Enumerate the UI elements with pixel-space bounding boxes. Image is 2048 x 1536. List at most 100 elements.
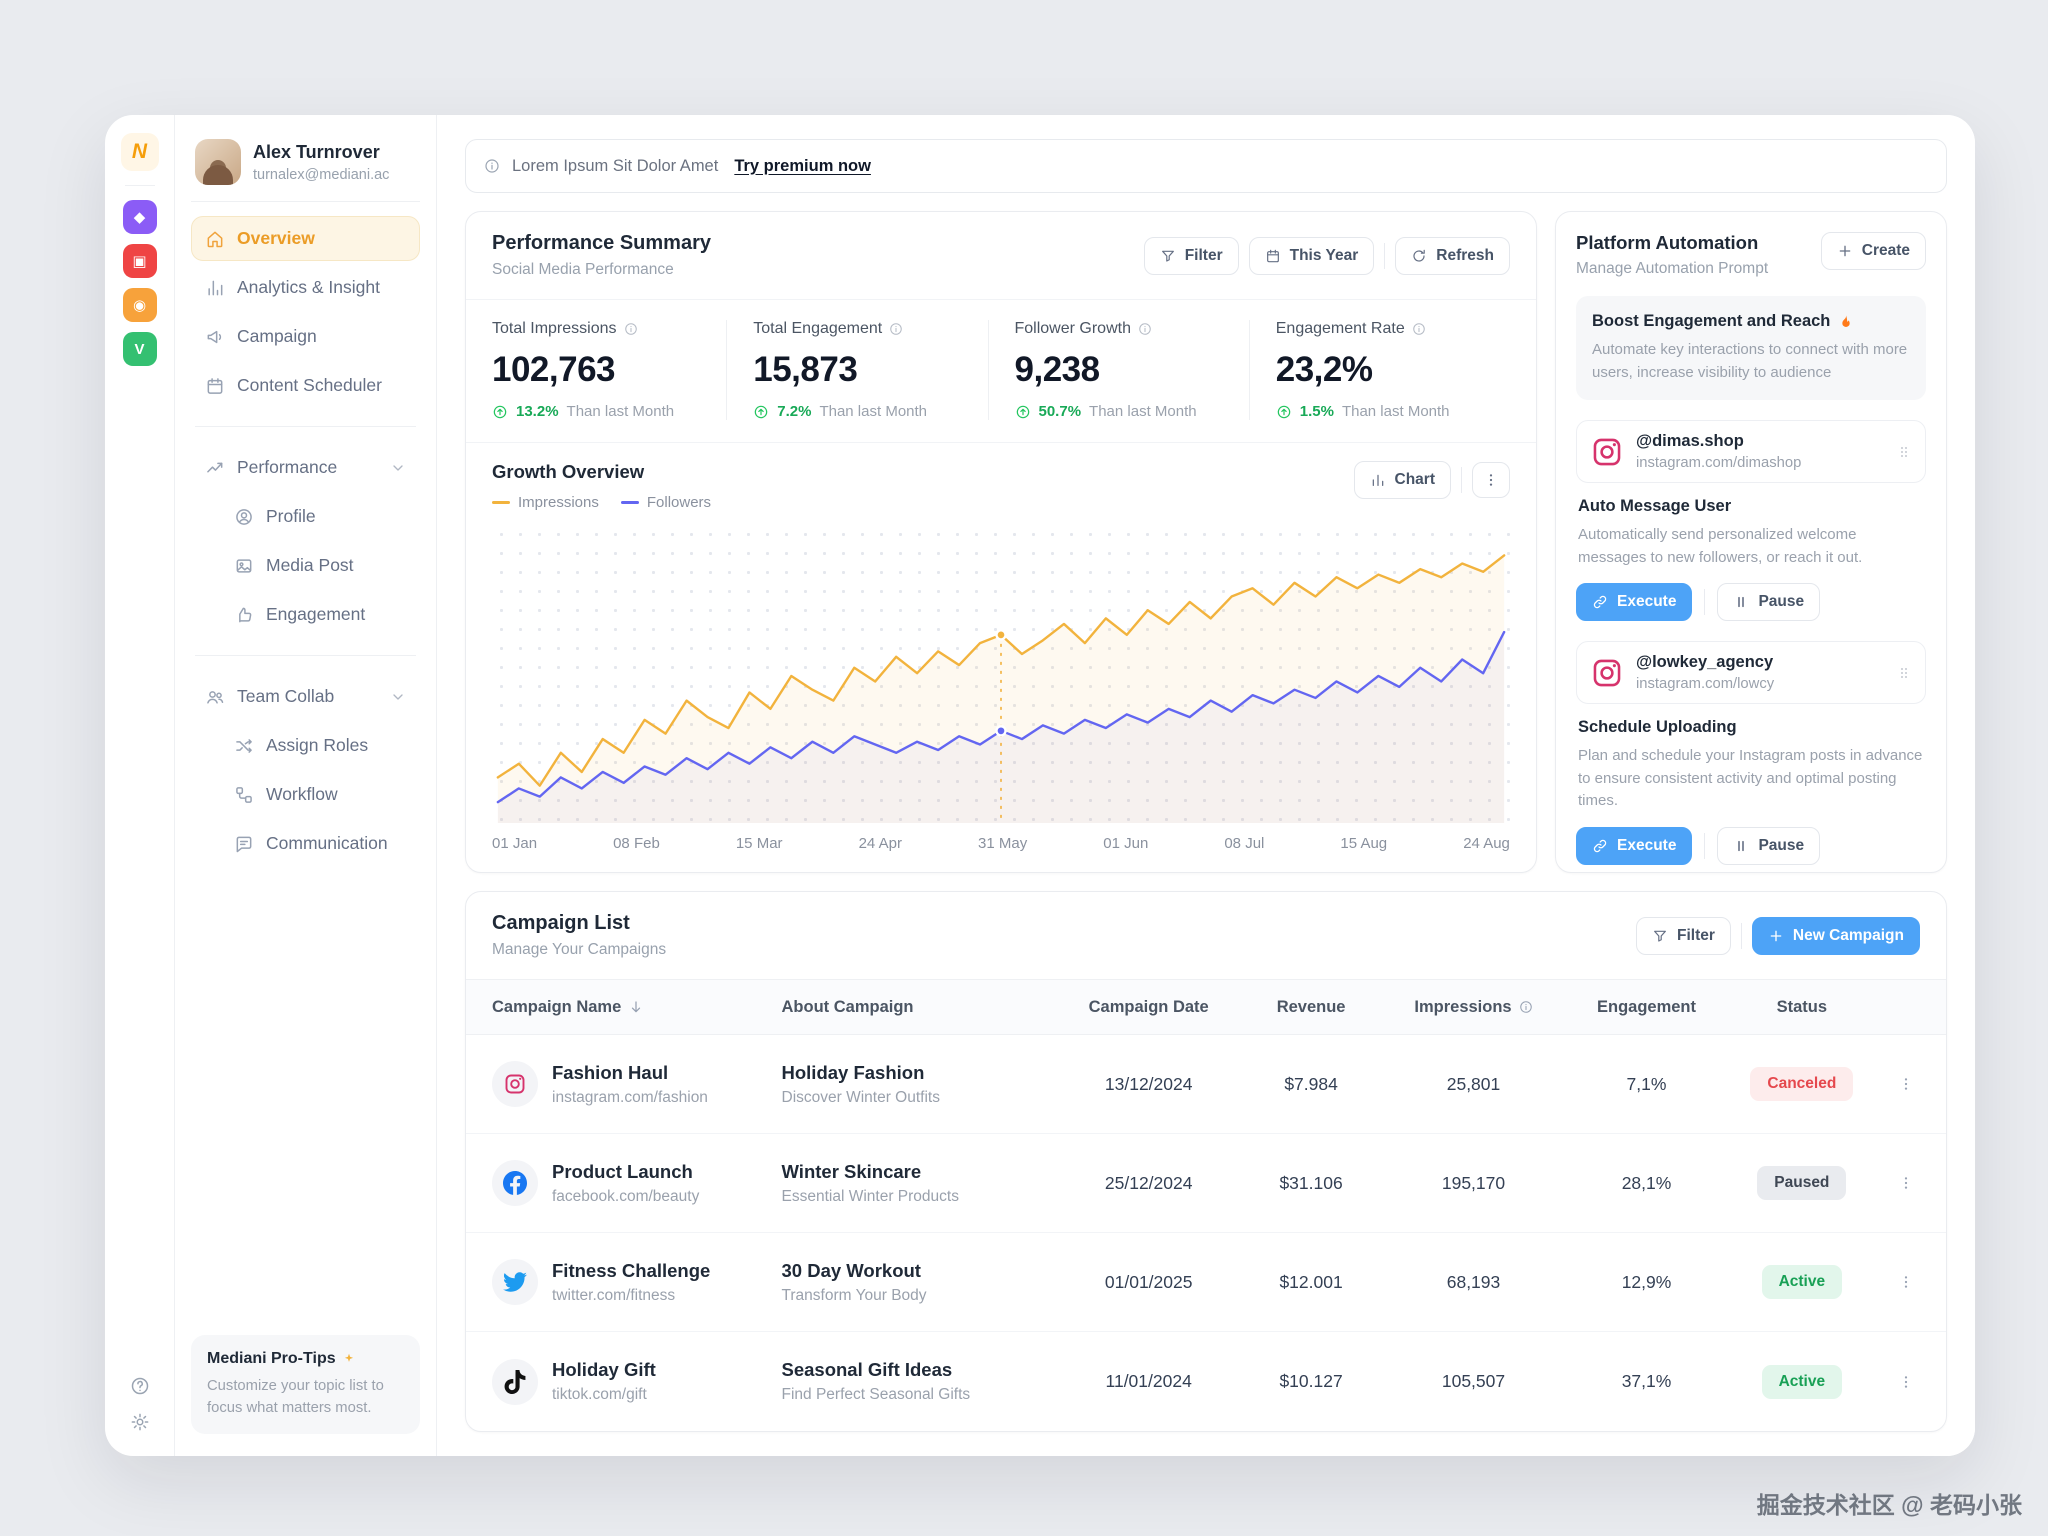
rail-app-list: ◆ ▣ ◉ V: [122, 200, 157, 366]
refresh-button[interactable]: Refresh: [1395, 236, 1510, 275]
campaign-engagement: 28,1%: [1621, 1172, 1672, 1193]
sidebar-item-overview[interactable]: Overview: [191, 216, 420, 261]
create-automation-button[interactable]: Create: [1820, 232, 1926, 270]
followers-swatch: [620, 501, 639, 504]
pro-tips-title: Mediani Pro-Tips: [207, 1350, 336, 1368]
stat-value: 15,873: [753, 350, 858, 389]
automation-subtitle: Manage Automation Prompt: [1576, 260, 1769, 277]
divider: [1704, 589, 1706, 615]
info-icon: [485, 159, 499, 173]
growth-chart: [492, 525, 1510, 823]
sidebar-section-performance[interactable]: Performance: [191, 445, 420, 490]
status-badge: Active: [1761, 1364, 1843, 1399]
shuffle-icon: [236, 738, 252, 753]
sidebar-item-label: Communication: [266, 833, 388, 853]
automation-task-body: Plan and schedule your Instagram posts i…: [1578, 747, 1923, 809]
try-premium-link[interactable]: Try premium now: [734, 156, 871, 175]
growth-chart-svg: [492, 525, 1510, 823]
this-year-button[interactable]: This Year: [1248, 236, 1375, 275]
campaign-name: Holiday Gift: [552, 1359, 656, 1380]
rail-app-purple-icon[interactable]: ◆: [122, 200, 157, 234]
sidebar-item-engagement[interactable]: Engagement: [191, 592, 420, 637]
filter-button[interactable]: Filter: [1143, 236, 1239, 275]
info-icon: [624, 323, 637, 335]
sidebar-item-label: Campaign: [237, 326, 317, 346]
chart-more-button[interactable]: [1472, 462, 1510, 498]
campaign-engagement: 12,9%: [1621, 1271, 1672, 1292]
pause-button[interactable]: Pause: [1717, 826, 1821, 865]
sidebar-item-profile[interactable]: Profile: [191, 494, 420, 539]
stat-value: 102,763: [492, 350, 616, 389]
help-button[interactable]: [130, 1376, 150, 1396]
row-more-button[interactable]: [1892, 1070, 1920, 1098]
campaign-url: tiktok.com/gift: [552, 1386, 647, 1403]
divider: [1704, 832, 1706, 859]
column-revenue: Revenue: [1276, 997, 1346, 1016]
execute-button[interactable]: Execute: [1576, 826, 1693, 865]
sidebar-item-assign-roles[interactable]: Assign Roles: [191, 723, 420, 768]
sidebar-section-team-collab[interactable]: Team Collab: [191, 674, 420, 719]
megaphone-icon: [207, 330, 222, 343]
pause-button[interactable]: Pause: [1717, 583, 1821, 621]
calendar-icon: [207, 377, 223, 394]
stats-row: Total Impressions 102,763 13.2% Than las…: [466, 300, 1536, 442]
stat-value: 23,2%: [1275, 350, 1373, 389]
automation-account[interactable]: @dimas.shop instagram.com/dimashop: [1576, 420, 1926, 483]
arrow-up-circle-icon: [493, 405, 507, 418]
stat-engagement-rate: Engagement Rate 23,2% 1.5% Than last Mon…: [1248, 320, 1510, 420]
status-badge: Canceled: [1750, 1067, 1854, 1101]
campaign-engagement: 7,1%: [1626, 1073, 1667, 1094]
column-campaign-name[interactable]: Campaign Name: [492, 998, 782, 1017]
sidebar-divider: [195, 426, 416, 427]
row-more-button[interactable]: [1892, 1368, 1920, 1396]
kebab-menu-icon: [1904, 1276, 1908, 1288]
sidebar-item-workflow[interactable]: Workflow: [191, 772, 420, 817]
row-more-button[interactable]: [1892, 1268, 1920, 1296]
column-about-campaign: About Campaign: [781, 997, 914, 1016]
info-icon: [890, 323, 903, 335]
campaign-impressions: 25,801: [1446, 1073, 1501, 1094]
sidebar-item-media-post[interactable]: Media Post: [191, 543, 420, 588]
campaign-list-title: Campaign List: [492, 912, 630, 934]
divider: [1461, 467, 1462, 493]
sidebar-nav: Overview Analytics & Insight Campaign Co…: [191, 216, 420, 866]
users-icon: [207, 690, 224, 704]
question-circle-icon: [131, 1377, 148, 1395]
sidebar-item-content-scheduler[interactable]: Content Scheduler: [191, 363, 420, 408]
table-row: Fashion Haul instagram.com/fashion Holid…: [466, 1035, 1946, 1134]
campaign-filter-button[interactable]: Filter: [1635, 916, 1731, 955]
execute-button[interactable]: Execute: [1576, 583, 1693, 621]
campaign-name: Product Launch: [552, 1160, 693, 1182]
drag-handle-icon[interactable]: [1896, 665, 1912, 681]
stat-value: 9,238: [1014, 350, 1101, 389]
campaign-revenue: $31.106: [1279, 1172, 1343, 1193]
sidebar-item-communication[interactable]: Communication: [191, 821, 420, 866]
sidebar-item-campaign[interactable]: Campaign: [191, 314, 420, 359]
pause-icon: [1738, 596, 1745, 608]
new-campaign-button[interactable]: New Campaign: [1751, 916, 1920, 955]
info-icon: [1519, 1001, 1532, 1013]
drag-handle-icon[interactable]: [1896, 444, 1912, 460]
plus-icon: [1770, 930, 1782, 941]
chart-type-button[interactable]: Chart: [1353, 461, 1451, 499]
column-engagement: Engagement: [1596, 997, 1697, 1016]
instagram-icon: [1593, 659, 1621, 686]
settings-button[interactable]: [130, 1412, 150, 1432]
status-badge: Paused: [1757, 1166, 1847, 1200]
sidebar-item-label: Overview: [237, 228, 315, 248]
rail-app-green-icon[interactable]: V: [122, 332, 157, 366]
chart-x-axis: 01 Jan 08 Feb 15 Mar 24 Apr 31 May 01 Ju…: [492, 835, 1510, 852]
impressions-swatch: [492, 501, 510, 504]
drag-dots-icon: [1901, 446, 1907, 457]
row-more-button[interactable]: [1892, 1169, 1920, 1197]
user-profile[interactable]: Alex Turnrover turnalex@mediani.ac: [191, 135, 420, 202]
rail-app-red-icon[interactable]: ▣: [122, 244, 157, 278]
rail-app-orange-icon[interactable]: ◉: [122, 288, 157, 322]
campaign-revenue: $12.001: [1279, 1271, 1343, 1292]
automation-account[interactable]: @lowkey_agency instagram.com/lowcy: [1576, 641, 1926, 704]
sidebar-item-analytics[interactable]: Analytics & Insight: [191, 265, 420, 310]
main-content: Lorem Ipsum Sit Dolor Amet Try premium n…: [437, 115, 1975, 1456]
campaign-date: 11/01/2024: [1105, 1371, 1192, 1391]
about-subtitle: Find Perfect Seasonal Gifts: [781, 1386, 971, 1403]
account-url: instagram.com/lowcy: [1636, 676, 1775, 692]
